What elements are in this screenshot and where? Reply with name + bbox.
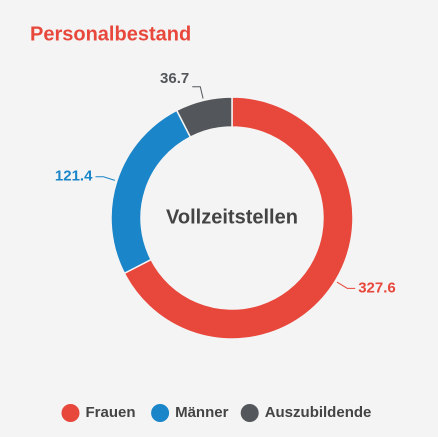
leader-line xyxy=(336,281,356,289)
legend-label: Frauen xyxy=(86,404,136,421)
donut-segment xyxy=(175,96,233,139)
chart-title: Personalbestand xyxy=(30,23,191,45)
data-label: 36.7 xyxy=(160,70,189,87)
data-label: 327.6 xyxy=(358,279,396,296)
legend-label: Männer xyxy=(175,404,229,421)
data-label: 121.4 xyxy=(55,168,93,185)
legend-marker xyxy=(61,404,80,422)
donut-segment xyxy=(123,96,354,340)
legend-label: Auszubildende xyxy=(265,404,372,421)
leader-line xyxy=(192,86,204,99)
leader-line xyxy=(95,176,116,181)
center-label: Vollzeitstellen xyxy=(166,206,298,228)
legend-marker xyxy=(240,404,259,422)
legend-marker xyxy=(151,404,170,422)
